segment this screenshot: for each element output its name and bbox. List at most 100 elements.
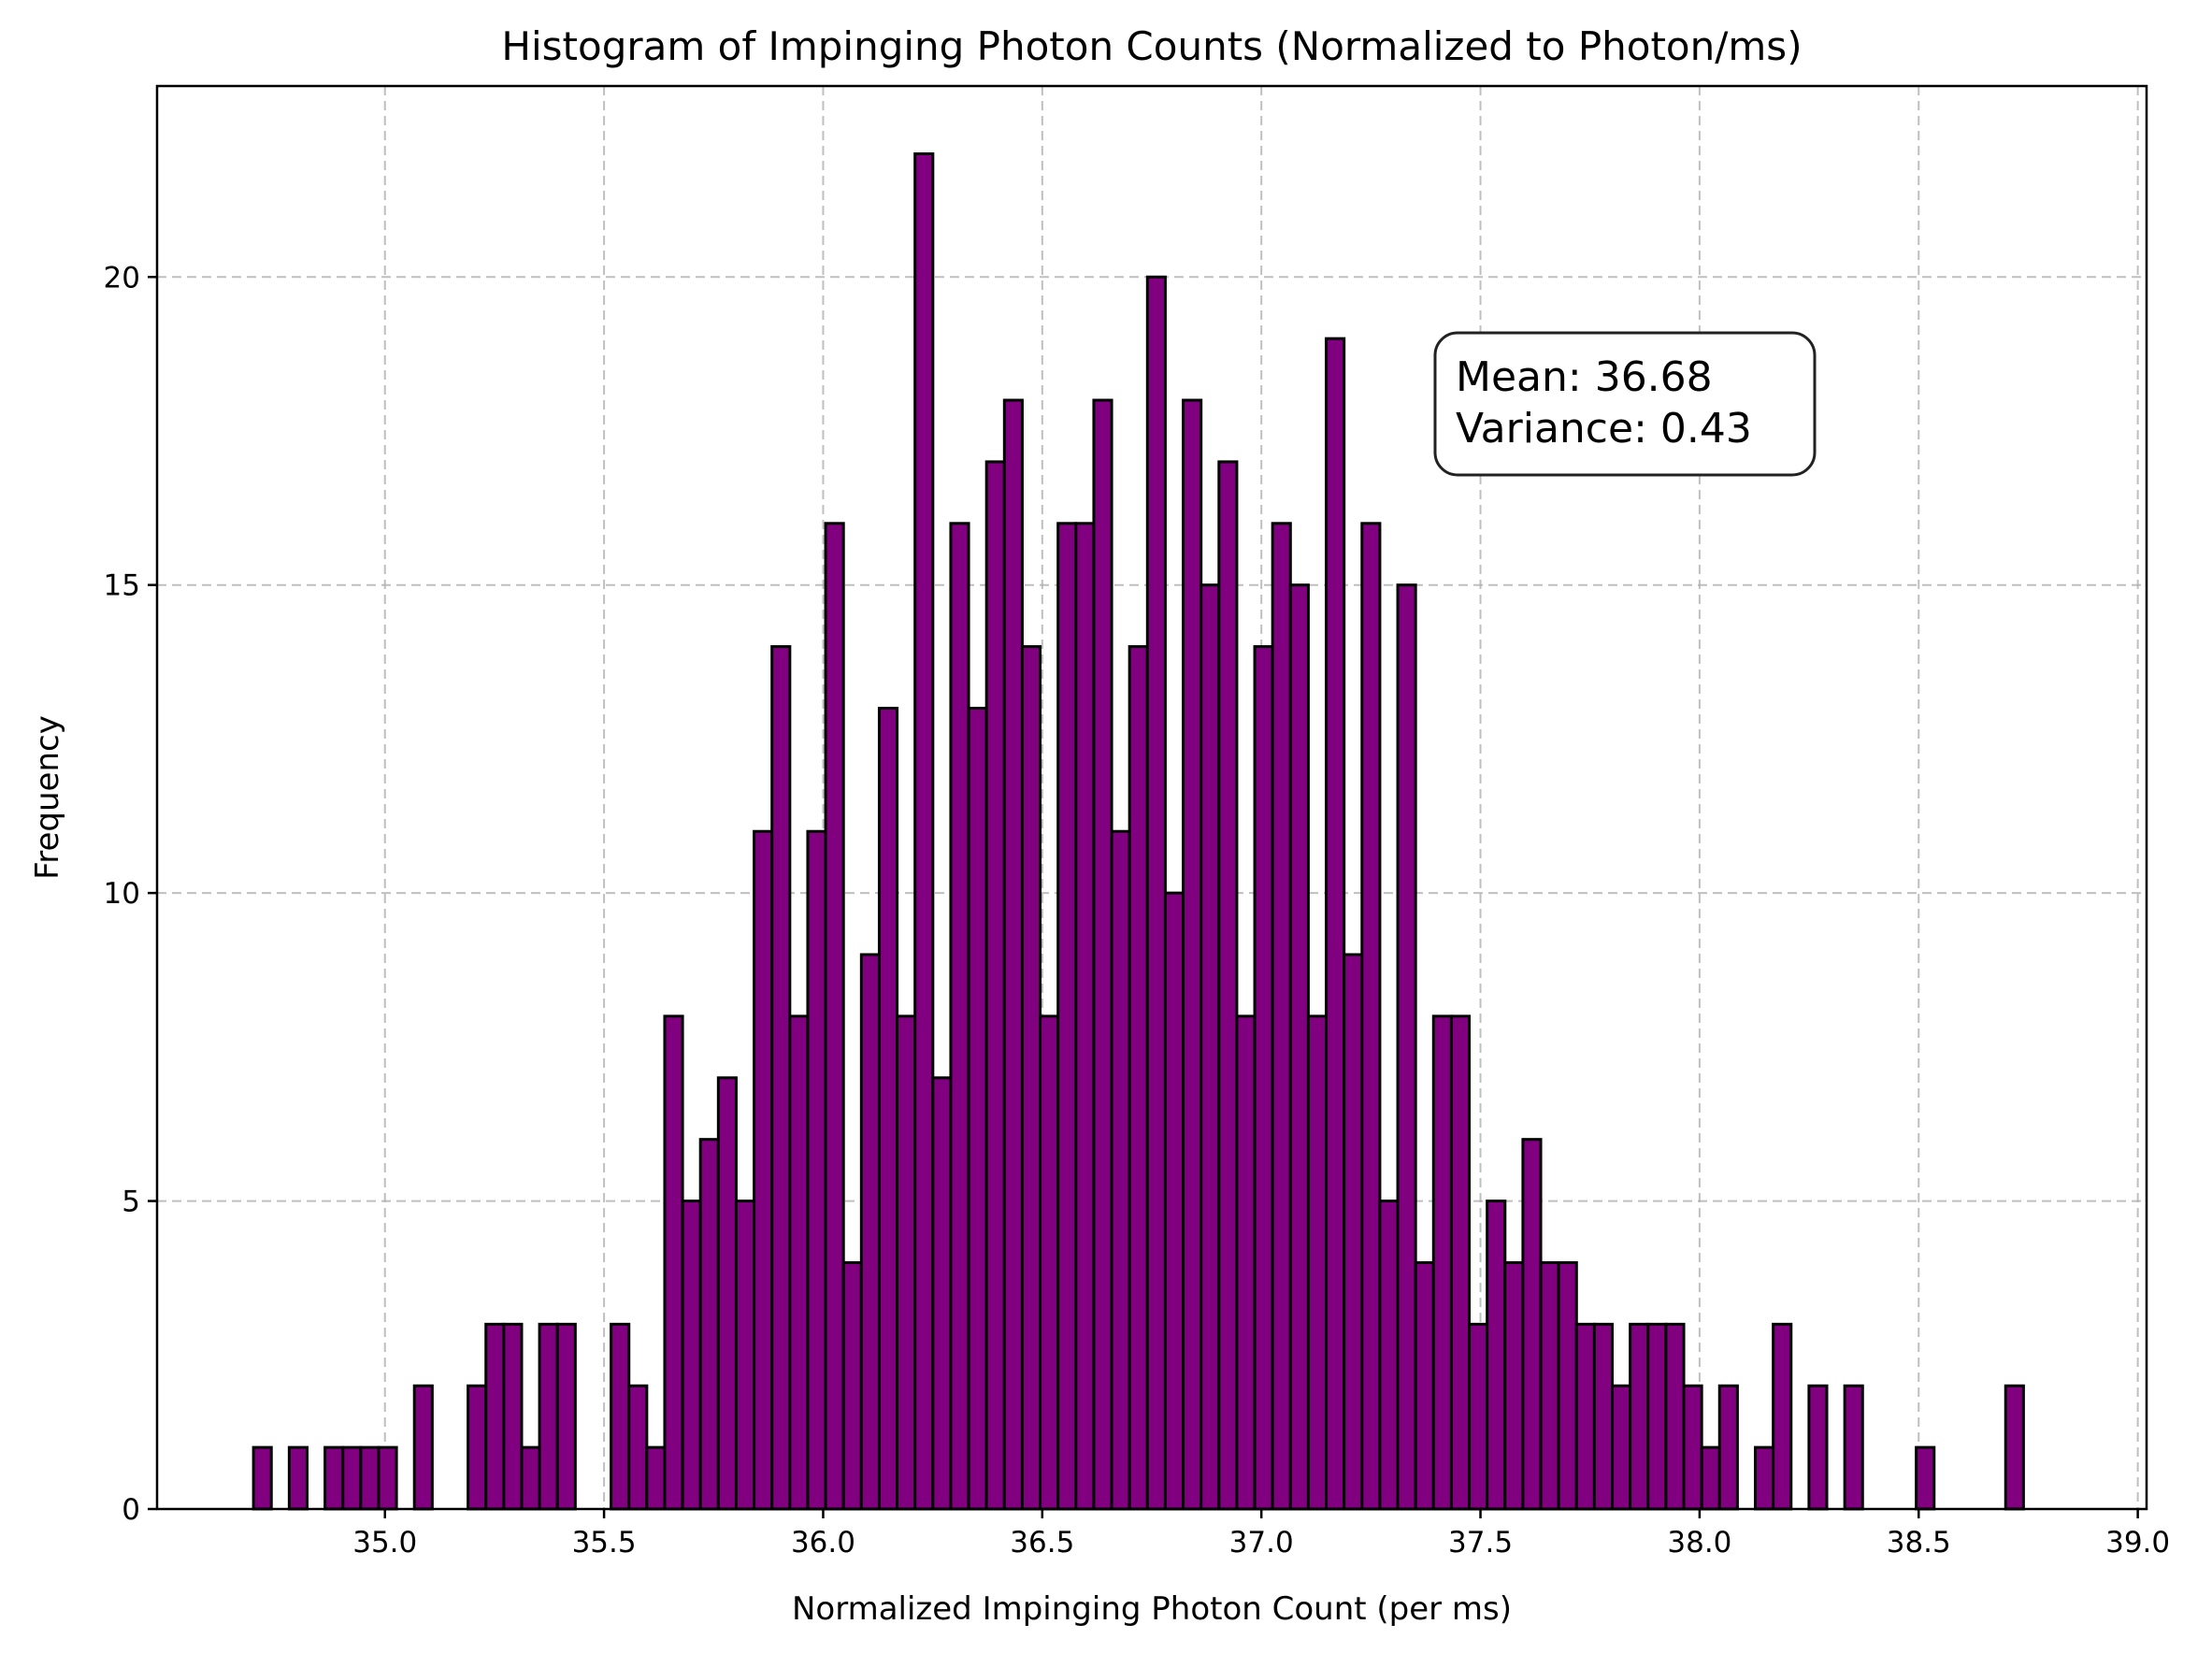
histogram-bar	[467, 1384, 488, 1511]
histogram-bar	[753, 829, 774, 1511]
histogram-bar	[1700, 1445, 1721, 1511]
histogram-bar	[1807, 1384, 1829, 1511]
histogram-bar	[1039, 1014, 1060, 1511]
annotation-mean: Mean: 36.68	[1456, 353, 1713, 401]
stats-annotation: Mean: 36.68 Variance: 0.43	[1433, 331, 1817, 477]
histogram-bar	[627, 1384, 649, 1511]
histogram-bar	[645, 1445, 667, 1511]
annotation-variance: Variance: 0.43	[1456, 405, 1752, 453]
histogram-bar	[1235, 1014, 1257, 1511]
histogram-bar	[1217, 460, 1239, 1511]
histogram-bar	[681, 1200, 702, 1511]
histogram-bar	[913, 151, 935, 1511]
histogram-bar	[341, 1445, 363, 1511]
histogram-bar	[716, 1076, 738, 1511]
histogram-bar	[1360, 522, 1382, 1511]
x-tick-label: 38.0	[1667, 1526, 1731, 1560]
histogram-bar	[1110, 829, 1131, 1511]
x-axis-label: Normalized Impinging Photon Count (per m…	[792, 1590, 1512, 1628]
histogram-bar	[1557, 1260, 1578, 1511]
histogram-bar	[1199, 583, 1221, 1511]
histogram-bar	[877, 706, 899, 1511]
histogram-bar	[287, 1445, 309, 1511]
histogram-bar	[1629, 1322, 1650, 1511]
histogram-bar	[806, 829, 827, 1511]
histogram-bar	[1664, 1322, 1686, 1511]
histogram-bar	[1468, 1322, 1489, 1511]
histogram-bar	[520, 1445, 541, 1511]
histogram-bar	[1611, 1384, 1632, 1511]
histogram-bar	[1182, 398, 1203, 1511]
y-tick-label: 10	[104, 877, 140, 911]
histogram-bar	[1163, 891, 1185, 1511]
y-tick-label: 20	[104, 261, 140, 295]
histogram-bar	[931, 1076, 953, 1511]
histogram-bar	[1288, 583, 1310, 1511]
histogram-bar	[1503, 1260, 1525, 1511]
histogram-bar	[1396, 583, 1417, 1511]
histogram-bar	[1325, 337, 1346, 1511]
x-axis-ticks: 35.0 35.5 36.0 36.5 37.0 37.5 38.0 38.5 39.0	[352, 1509, 2170, 1560]
histogram-bar	[1002, 398, 1024, 1511]
y-axis-label: Frequency	[29, 715, 66, 880]
histogram-bar	[1449, 1014, 1472, 1511]
histogram-bar	[555, 1322, 577, 1511]
histogram-bar	[1145, 275, 1167, 1511]
histogram-bar	[1486, 1200, 1507, 1511]
y-axis-ticks: 0 5 10 15 20	[104, 261, 157, 1527]
histogram-bar	[1592, 1322, 1615, 1511]
histogram-bar	[1843, 1384, 1864, 1511]
histogram-bar	[896, 1014, 917, 1511]
histogram-bar	[663, 1014, 684, 1511]
histogram-bar	[984, 460, 1006, 1511]
histogram-bar	[1646, 1322, 1668, 1511]
histogram-bar	[788, 1014, 810, 1511]
histogram-bar	[610, 1322, 631, 1511]
histogram-bar	[484, 1322, 506, 1511]
plot-frame	[155, 84, 2148, 1511]
histogram-bar	[1092, 398, 1113, 1511]
histogram-bar	[1754, 1445, 1775, 1511]
histogram-bar	[1378, 1200, 1400, 1511]
histogram-bar	[2004, 1384, 2025, 1511]
histogram-bar	[859, 953, 881, 1511]
histogram-bar	[967, 706, 988, 1511]
y-tick-label: 5	[122, 1186, 140, 1219]
x-tick-label: 36.5	[1010, 1526, 1074, 1560]
histogram-bar	[824, 522, 845, 1511]
x-tick-label: 39.0	[2105, 1526, 2170, 1560]
histogram-bar	[1574, 1322, 1596, 1511]
histogram-bar	[1431, 1014, 1453, 1511]
x-tick-label: 36.0	[791, 1526, 855, 1560]
histogram-bar	[1772, 1322, 1793, 1511]
histogram-bar	[1717, 1384, 1739, 1511]
histogram-bar	[1915, 1445, 1936, 1511]
histogram-bar	[770, 645, 792, 1511]
histogram-bar	[1414, 1260, 1435, 1511]
x-tick-label: 35.0	[352, 1526, 417, 1560]
histogram-bar	[1253, 645, 1274, 1511]
x-tick-label: 37.0	[1229, 1526, 1294, 1560]
histogram-bar	[1020, 645, 1042, 1511]
x-tick-label: 37.5	[1448, 1526, 1513, 1560]
histogram-bar	[698, 1138, 720, 1511]
histogram-bar	[1056, 522, 1078, 1511]
histogram-bar	[1521, 1138, 1543, 1511]
histogram-bar	[1074, 522, 1096, 1511]
histogram-bar	[377, 1445, 398, 1511]
x-tick-label: 38.5	[1887, 1526, 1951, 1560]
histogram-bar	[538, 1322, 559, 1511]
histogram-bar	[251, 1445, 273, 1511]
histogram-bar	[841, 1260, 863, 1511]
y-tick-label: 0	[122, 1493, 140, 1527]
y-tick-label: 15	[104, 569, 140, 603]
histogram-bar	[412, 1384, 434, 1511]
histogram-bar	[949, 522, 970, 1511]
histogram-bar	[1343, 953, 1364, 1511]
histogram-bar	[734, 1200, 756, 1511]
histogram-bar	[502, 1322, 524, 1511]
x-tick-label: 35.5	[572, 1526, 637, 1560]
histogram-bar	[1306, 1014, 1329, 1511]
histogram-bar	[1682, 1384, 1703, 1511]
